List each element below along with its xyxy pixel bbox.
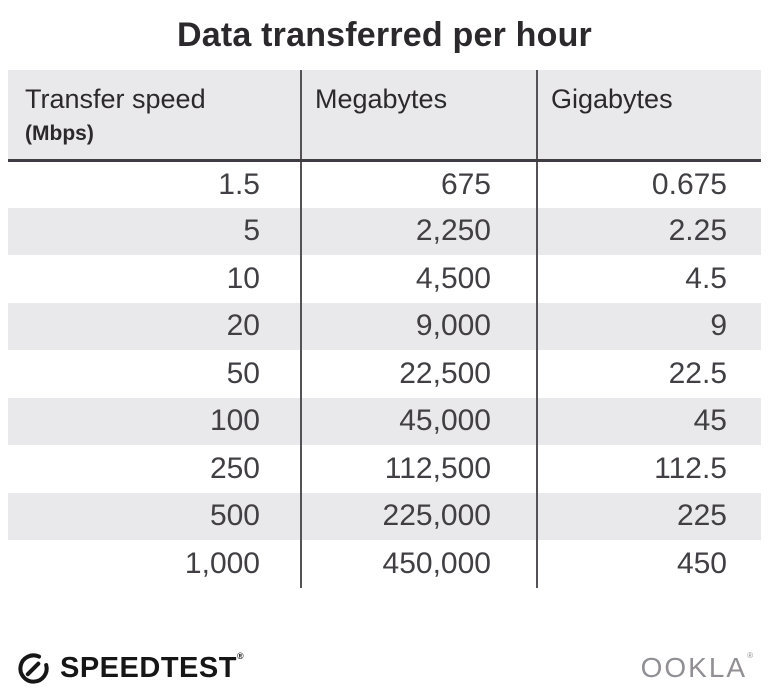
- cell-gb: 22.5: [536, 350, 761, 398]
- registered-trademark-icon: ®: [747, 651, 755, 660]
- cell-mb: 225,000: [300, 492, 537, 540]
- cell-mb: 22,500: [300, 350, 537, 398]
- column-header-unit: (Mbps): [25, 122, 94, 146]
- cell-mb: 2,250: [300, 207, 537, 255]
- cell-speed: 1,000: [184, 546, 260, 580]
- cell-gb: 450: [536, 540, 761, 588]
- cell-speed: 1.5: [218, 167, 260, 201]
- cell-gb: 0.675: [536, 160, 761, 208]
- cell-speed: 100: [8, 397, 301, 445]
- ookla-logo: OOKLA®: [640, 651, 755, 683]
- table-row: 50 22,500 22.5: [8, 350, 761, 398]
- cell-gb: 9: [536, 302, 761, 350]
- table-row: 250 112,500 112.5: [8, 445, 761, 493]
- table-body: 1.5 675 0.675 5 2,250 2.25 10 4,500 4.5 20 9,000 9 5…: [8, 160, 761, 588]
- column-header-label: Transfer speed: [25, 84, 206, 114]
- column-header-label: Gigabytes: [551, 84, 673, 114]
- page-title: Data transferred per hour: [177, 16, 592, 54]
- cell-speed: 5: [8, 207, 301, 255]
- column-header-transfer-speed: Transfer speed (Mbps): [8, 70, 301, 162]
- data-table: Transfer speed (Mbps) Megabytes Gigabyte…: [8, 70, 761, 588]
- column-header-label: Megabytes: [315, 84, 448, 114]
- cell-speed: 50: [226, 356, 260, 390]
- cell-gb: 2.25: [536, 207, 761, 255]
- cell-gb: 4.5: [536, 255, 761, 303]
- cell-gb: 225: [536, 492, 761, 540]
- cell-speed: 500: [8, 492, 301, 540]
- table-row: 500 225,000 225: [8, 492, 761, 540]
- table-row: 1.5 675 0.675: [8, 160, 761, 208]
- table-row: 20 9,000 9: [8, 302, 761, 350]
- cell-gb: 112.5: [536, 445, 761, 493]
- table-row: 10 4,500 4.5: [8, 255, 761, 303]
- column-header-gigabytes: Gigabytes: [536, 70, 761, 162]
- cell-mb: 675: [300, 160, 537, 208]
- column-header-megabytes: Megabytes: [300, 70, 537, 162]
- cell-mb: 4,500: [300, 255, 537, 303]
- cell-speed: 20: [8, 302, 301, 350]
- cell-mb: 450,000: [300, 540, 537, 588]
- cell-gb: 45: [536, 397, 761, 445]
- cell-mb: 45,000: [300, 397, 537, 445]
- table-row: 5 2,250 2.25: [8, 207, 761, 255]
- cell-speed: 250: [209, 451, 260, 485]
- cell-mb: 112,500: [300, 445, 537, 493]
- speedtest-wordmark: SPEEDTEST®: [60, 650, 245, 684]
- footer: SPEEDTEST® OOKLA®: [16, 648, 755, 688]
- table-row: 1,000 450,000 450: [8, 540, 761, 588]
- speedtest-gauge-icon: [16, 651, 51, 686]
- cell-mb: 9,000: [300, 302, 537, 350]
- speedtest-logo: SPEEDTEST®: [16, 651, 244, 686]
- table-row: 100 45,000 45: [8, 397, 761, 445]
- table-header-row: Transfer speed (Mbps) Megabytes Gigabyte…: [8, 70, 761, 162]
- cell-speed: 10: [226, 261, 260, 295]
- registered-trademark-icon: ®: [236, 650, 245, 661]
